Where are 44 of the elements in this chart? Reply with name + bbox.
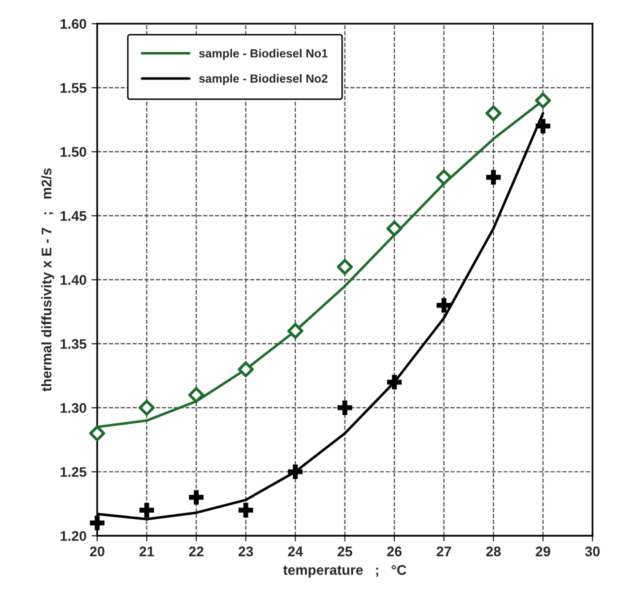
x-axis-title: temperature ; °C — [283, 565, 406, 578]
point — [139, 502, 154, 518]
legend-label: sample - Biodiesel No1 — [199, 48, 328, 60]
point — [486, 170, 501, 185]
point — [188, 386, 204, 403]
x-tick-label: 21 — [139, 546, 154, 556]
x-tick-label: 20 — [90, 546, 104, 556]
point — [238, 361, 254, 378]
x-tick-label: 30 — [585, 546, 600, 556]
point — [188, 490, 204, 505]
y-tick-label: 1.55 — [60, 83, 86, 93]
legend-label: sample - Biodiesel No2 — [199, 74, 328, 86]
x-tick-label: 25 — [338, 546, 352, 556]
x-tick-label: 27 — [436, 546, 452, 556]
point — [386, 220, 402, 236]
y-tick-label: 1.45 — [60, 211, 86, 221]
point — [238, 502, 254, 518]
y-tick-label: 1.25 — [60, 467, 86, 477]
point — [336, 258, 353, 275]
x-tick-label: 24 — [288, 546, 303, 556]
point — [90, 516, 104, 530]
x-tick-label: 29 — [536, 546, 550, 556]
point — [387, 374, 402, 390]
y-tick-label: 1.50 — [60, 147, 86, 157]
point — [138, 400, 155, 416]
point — [89, 425, 106, 442]
y-tick-label: 1.40 — [60, 275, 86, 285]
y-tick-label: 1.30 — [60, 403, 86, 413]
point — [536, 118, 550, 134]
point — [338, 400, 352, 416]
y-tick-label: 1.20 — [60, 531, 86, 541]
y-axis-title: thermal diffusivity x E - 7 ; m2/s — [41, 168, 54, 392]
point — [436, 298, 452, 313]
x-tick-label: 22 — [189, 546, 204, 556]
x-tick-label: 23 — [238, 546, 254, 556]
point — [535, 92, 551, 108]
x-tick-label: 28 — [486, 546, 501, 556]
x-tick-label: 26 — [387, 546, 402, 556]
point — [485, 105, 502, 122]
point — [287, 322, 304, 339]
point — [288, 464, 303, 480]
point — [436, 169, 452, 186]
y-tick-label: 1.60 — [60, 19, 86, 29]
y-tick-label: 1.35 — [60, 339, 86, 349]
